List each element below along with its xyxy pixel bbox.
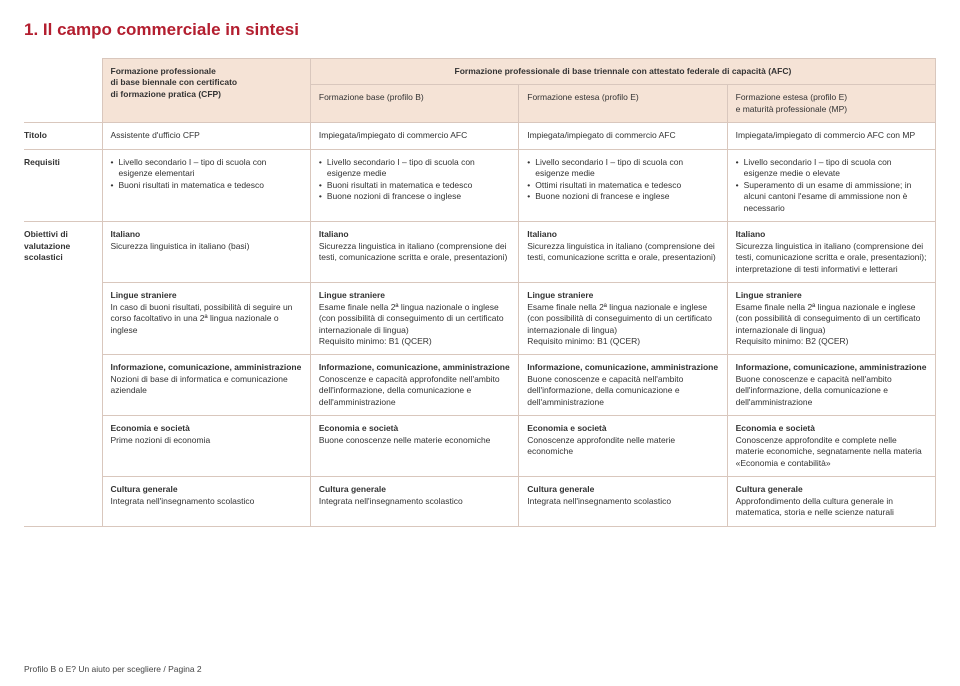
blk-ica-c2: Conoscenze e capacità approfondite nell'… [319, 374, 510, 408]
blk-italiano-c4: Sicurezza linguistica in italiano (compr… [736, 241, 927, 275]
list-item: Superamento di un esame di ammissione; i… [736, 180, 927, 214]
obiettivi-ica-c4: Informazione, comunicazione, amministraz… [727, 355, 935, 416]
blk-italiano-c3: Sicurezza linguistica in italiano (compr… [527, 241, 718, 264]
requisiti-c1: Livello secondario I – tipo di scuola co… [102, 149, 310, 221]
list-item: Livello secondario I – tipo di scuola co… [319, 157, 510, 180]
blk-eco-h3: Economia e società [527, 423, 718, 434]
blk-cul-h: Cultura generale [111, 484, 302, 495]
obiettivi-lingue-c1: Lingue straniere In caso di buoni risult… [102, 283, 310, 355]
titolo-c4: Impiegata/impiegato di commercio AFC con… [727, 123, 935, 149]
obiettivi-italiano-c2: Italiano Sicurezza linguistica in italia… [310, 222, 518, 283]
blk-eco-c2: Buone conoscenze nelle materie economich… [319, 435, 510, 446]
header-span: Formazione professionale di base trienna… [310, 59, 935, 85]
header-col1: Formazione professionaledi base biennale… [102, 59, 310, 123]
blk-lingue-h: Lingue straniere [111, 290, 302, 301]
blk-italiano-h: Italiano [111, 229, 302, 240]
blk-cul-h2: Cultura generale [319, 484, 510, 495]
header-col3: Formazione estesa (profilo E) [519, 85, 727, 123]
header-col2: Formazione base (profilo B) [310, 85, 518, 123]
blk-eco-h2: Economia e società [319, 423, 510, 434]
obiettivi-lingue-c2: Lingue straniere Esame finale nella 2ª l… [310, 283, 518, 355]
obiettivi-cultura-c3: Cultura generale Integrata nell'insegnam… [519, 477, 727, 526]
obiettivi-italiano-c3: Italiano Sicurezza linguistica in italia… [519, 222, 727, 283]
blk-cul-c4: Approfondimento della cultura generale i… [736, 496, 927, 519]
blk-ica-c1: Nozioni di base di informatica e comunic… [111, 374, 302, 397]
blk-italiano-h4: Italiano [736, 229, 927, 240]
obiettivi-cultura-c4: Cultura generale Approfondimento della c… [727, 477, 935, 526]
obiettivi-lingue-c3: Lingue straniere Esame finale nella 2ª l… [519, 283, 727, 355]
obiettivi-lingue-c4: Lingue straniere Esame finale nella 2ª l… [727, 283, 935, 355]
header-col4: Formazione estesa (profilo E)e maturità … [727, 85, 935, 123]
obiettivi-cultura-c2: Cultura generale Integrata nell'insegnam… [310, 477, 518, 526]
blk-eco-h: Economia e società [111, 423, 302, 434]
row-label-requisiti: Requisiti [24, 149, 102, 221]
page-title: 1. Il campo commerciale in sintesi [24, 20, 936, 40]
obiettivi-economia-c2: Economia e società Buone conoscenze nell… [310, 416, 518, 477]
list-item: Buone nozioni di francese e inglese [527, 191, 718, 202]
blk-lingue-c2: Esame finale nella 2ª lingua nazionale o… [319, 302, 510, 348]
blk-cul-c1: Integrata nell'insegnamento scolastico [111, 496, 302, 507]
blk-lingue-c4: Esame finale nella 2ª lingua nazionale e… [736, 302, 927, 348]
blk-lingue-c3: Esame finale nella 2ª lingua nazionale e… [527, 302, 718, 348]
blk-italiano-c2: Sicurezza linguistica in italiano (compr… [319, 241, 510, 264]
blk-lingue-h2: Lingue straniere [319, 290, 510, 301]
blk-ica-c4: Buone conoscenze e capacità nell'ambito … [736, 374, 927, 408]
blk-lingue-h3: Lingue straniere [527, 290, 718, 301]
blk-eco-c4: Conoscenze approfondite e complete nelle… [736, 435, 927, 469]
blk-ica-h: Informazione, comunicazione, amministraz… [111, 362, 302, 373]
list-item: Livello secondario I – tipo di scuola co… [111, 157, 302, 180]
obiettivi-ica-c2: Informazione, comunicazione, amministraz… [310, 355, 518, 416]
blk-eco-h4: Economia e società [736, 423, 927, 434]
obiettivi-ica-c3: Informazione, comunicazione, amministraz… [519, 355, 727, 416]
blk-ica-h3: Informazione, comunicazione, amministraz… [527, 362, 718, 373]
obiettivi-cultura-c1: Cultura generale Integrata nell'insegnam… [102, 477, 310, 526]
blk-italiano-h2: Italiano [319, 229, 510, 240]
requisiti-c4: Livello secondario I – tipo di scuola co… [727, 149, 935, 221]
blk-cul-h4: Cultura generale [736, 484, 927, 495]
list-item: Buone nozioni di francese o inglese [319, 191, 510, 202]
row-label-titolo: Titolo [24, 123, 102, 149]
blk-eco-c1: Prime nozioni di economia [111, 435, 302, 446]
blk-cul-c2: Integrata nell'insegnamento scolastico [319, 496, 510, 507]
page-footer: Profilo B o E? Un aiuto per scegliere / … [24, 664, 202, 674]
titolo-c1: Assistente d'ufficio CFP [102, 123, 310, 149]
titolo-c3: Impiegata/impiegato di commercio AFC [519, 123, 727, 149]
blk-lingue-c1: In caso di buoni risultati, possibilità … [111, 302, 302, 336]
titolo-c2: Impiegata/impiegato di commercio AFC [310, 123, 518, 149]
list-item: Buoni risultati in matematica e tedesco [111, 180, 302, 191]
list-item: Livello secondario I – tipo di scuola co… [527, 157, 718, 180]
requisiti-c3: Livello secondario I – tipo di scuola co… [519, 149, 727, 221]
comparison-table: Formazione professionaledi base biennale… [24, 58, 936, 527]
list-item: Buoni risultati in matematica e tedesco [319, 180, 510, 191]
blk-eco-c3: Conoscenze approfondite nelle materie ec… [527, 435, 718, 458]
blk-ica-h4: Informazione, comunicazione, amministraz… [736, 362, 927, 373]
requisiti-c2: Livello secondario I – tipo di scuola co… [310, 149, 518, 221]
obiettivi-italiano-c1: Italiano Sicurezza linguistica in italia… [102, 222, 310, 283]
obiettivi-italiano-c4: Italiano Sicurezza linguistica in italia… [727, 222, 935, 283]
list-item: Livello secondario I – tipo di scuola co… [736, 157, 927, 180]
blk-lingue-h4: Lingue straniere [736, 290, 927, 301]
obiettivi-economia-c3: Economia e società Conoscenze approfondi… [519, 416, 727, 477]
blk-ica-h2: Informazione, comunicazione, amministraz… [319, 362, 510, 373]
blk-italiano-h3: Italiano [527, 229, 718, 240]
obiettivi-ica-c1: Informazione, comunicazione, amministraz… [102, 355, 310, 416]
blk-cul-h3: Cultura generale [527, 484, 718, 495]
blk-ica-c3: Buone conoscenze e capacità nell'ambito … [527, 374, 718, 408]
obiettivi-economia-c1: Economia e società Prime nozioni di econ… [102, 416, 310, 477]
blk-cul-c3: Integrata nell'insegnamento scolastico [527, 496, 718, 507]
blk-italiano-c1: Sicurezza linguistica in italiano (basi) [111, 241, 302, 252]
list-item: Ottimi risultati in matematica e tedesco [527, 180, 718, 191]
obiettivi-economia-c4: Economia e società Conoscenze approfondi… [727, 416, 935, 477]
row-label-obiettivi: Obiettivi di valutazione scolastici [24, 222, 102, 526]
